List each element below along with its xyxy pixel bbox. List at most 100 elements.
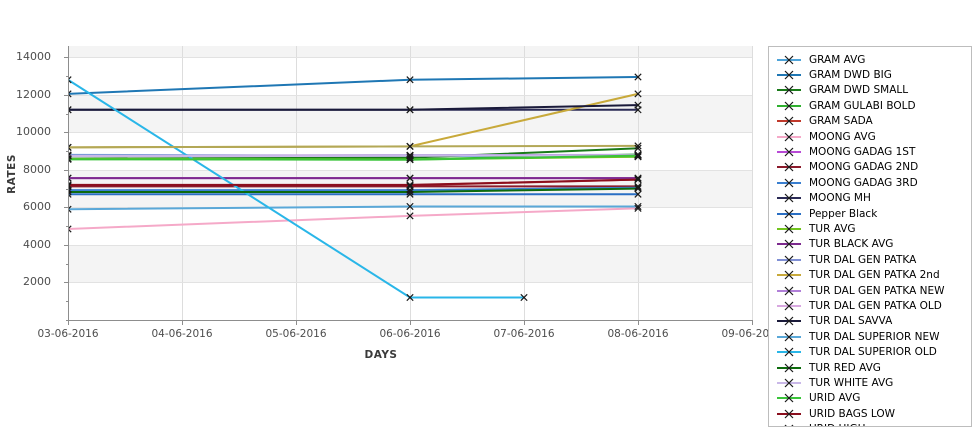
line-chart: 2000 4000 6000 8000 10000 12000 14000 03-06-20… <box>6 46 783 361</box>
legend-item[interactable]: GRAM AVG <box>769 52 971 67</box>
data-point-marker <box>68 174 72 182</box>
x-marker-icon <box>776 69 802 81</box>
legend-item[interactable]: URID HIGH <box>769 421 971 426</box>
legend-item-label: MOONG GADAG 1ST <box>809 146 916 159</box>
legend-item[interactable]: TUR DAL GEN PATKA NEW <box>769 283 971 298</box>
x-marker-icon <box>776 331 802 343</box>
horizontal-gridline <box>68 57 752 58</box>
legend-item-label: TUR RED AVG <box>809 361 881 374</box>
legend-item[interactable]: TUR AVG <box>769 221 971 236</box>
y-axis-line <box>68 46 69 321</box>
legend-item[interactable]: TUR DAL SUPERIOR OLD <box>769 344 971 359</box>
legend-item[interactable]: MOONG GADAG 2ND <box>769 160 971 175</box>
vertical-gridline <box>182 46 183 320</box>
legend-item[interactable]: TUR DAL SUPERIOR NEW <box>769 329 971 344</box>
data-point-marker <box>68 225 72 233</box>
data-point-marker <box>68 143 72 151</box>
y-minor-tick-mark <box>66 264 69 265</box>
data-point-marker <box>406 202 414 211</box>
data-point-marker <box>68 152 72 160</box>
y-tick-label: 12000 <box>16 87 51 101</box>
series-line <box>68 207 639 230</box>
x-tick-mark <box>638 320 639 325</box>
vertical-gridline <box>410 46 411 320</box>
legend-item-label: MOONG GADAG 3RD <box>809 176 918 189</box>
y-tick-label: 14000 <box>16 50 51 64</box>
x-marker-icon <box>776 100 802 112</box>
y-tick-label: 6000 <box>23 200 51 214</box>
legend-item[interactable]: TUR DAL GEN PATKA 2nd <box>769 267 971 282</box>
legend-item-label: GRAM GULABI BOLD <box>809 99 916 112</box>
x-marker-icon <box>776 285 802 297</box>
x-marker-icon <box>776 269 802 281</box>
x-marker-icon <box>776 54 802 66</box>
series-line <box>68 178 639 186</box>
chart-legend[interactable]: GRAM AVG GRAM DWD BIG GRAM DWD SMALL GRAM G… <box>768 46 972 427</box>
data-point-marker <box>406 190 414 198</box>
data-point-marker <box>68 188 72 196</box>
data-point-marker <box>634 90 642 98</box>
legend-item[interactable]: URID AVG <box>769 391 971 406</box>
data-point-marker <box>406 156 414 164</box>
y-tick-label: 4000 <box>23 237 51 251</box>
y-tick-mark <box>64 170 69 171</box>
data-point-marker <box>634 184 642 192</box>
x-tick-label: 06-06-2016 <box>379 328 441 340</box>
legend-item[interactable]: TUR DAL GEN PATKA OLD <box>769 298 971 313</box>
legend-item-label: GRAM AVG <box>809 53 866 66</box>
x-marker-icon <box>776 238 802 250</box>
y-minor-tick-mark <box>66 320 69 321</box>
x-marker-icon <box>776 377 802 389</box>
x-marker-icon <box>776 223 802 235</box>
data-point-marker <box>68 190 72 198</box>
legend-item-label: TUR DAL GEN PATKA NEW <box>809 284 945 297</box>
legend-item-label: GRAM DWD BIG <box>809 69 892 82</box>
legend-item[interactable]: TUR DAL SAVVA <box>769 314 971 329</box>
data-point-marker <box>634 182 642 191</box>
legend-item[interactable]: GRAM GULABI BOLD <box>769 98 971 113</box>
y-minor-tick-mark <box>66 301 69 302</box>
x-tick-mark <box>524 320 525 325</box>
y-minor-tick-mark <box>66 76 69 77</box>
legend-item-label: MOONG AVG <box>809 130 876 143</box>
legend-item-label: TUR DAL SUPERIOR OLD <box>809 346 937 359</box>
y-minor-tick-mark <box>66 151 69 152</box>
legend-item[interactable]: TUR BLACK AVG <box>769 237 971 252</box>
y-tick-label: 2000 <box>23 275 51 289</box>
legend-item[interactable]: GRAM SADA <box>769 114 971 129</box>
x-tick-label: 03-06-2016 <box>37 328 99 340</box>
legend-item-label: TUR DAL SUPERIOR NEW <box>809 330 940 343</box>
horizontal-gridline <box>68 207 752 208</box>
legend-item[interactable]: TUR WHITE AVG <box>769 375 971 390</box>
x-tick-mark <box>410 320 411 325</box>
data-point-marker <box>634 73 642 81</box>
legend-item[interactable]: MOONG AVG <box>769 129 971 144</box>
legend-item[interactable]: MOONG GADAG 3RD <box>769 175 971 190</box>
legend-item-label: TUR DAL GEN PATKA <box>809 253 917 266</box>
horizontal-gridline <box>68 282 752 283</box>
legend-item[interactable]: URID BAGS LOW <box>769 406 971 421</box>
x-marker-icon <box>776 300 802 312</box>
data-point-marker <box>406 154 414 162</box>
legend-item[interactable]: GRAM DWD BIG <box>769 67 971 82</box>
legend-item[interactable]: MOONG GADAG 1ST <box>769 144 971 159</box>
data-point-marker <box>634 190 642 198</box>
legend-item[interactable]: MOONG MH <box>769 191 971 206</box>
legend-item-label: TUR DAL GEN PATKA 2nd <box>809 269 940 282</box>
legend-item-label: TUR DAL SAVVA <box>809 315 893 328</box>
series-line <box>68 92 639 149</box>
data-point-marker <box>406 293 414 302</box>
vertical-gridline <box>296 46 297 320</box>
data-point-marker <box>68 181 72 189</box>
legend-item[interactable]: GRAM DWD SMALL <box>769 83 971 98</box>
legend-item[interactable]: TUR DAL GEN PATKA <box>769 252 971 267</box>
x-tick-mark <box>296 320 297 325</box>
x-tick-mark <box>182 320 183 325</box>
legend-item[interactable]: Pepper Black <box>769 206 971 221</box>
x-marker-icon <box>776 408 802 420</box>
data-point-marker <box>634 153 642 161</box>
data-point-marker <box>406 212 414 220</box>
plot-area <box>68 46 753 320</box>
data-point-marker <box>634 175 642 184</box>
legend-item[interactable]: TUR RED AVG <box>769 360 971 375</box>
